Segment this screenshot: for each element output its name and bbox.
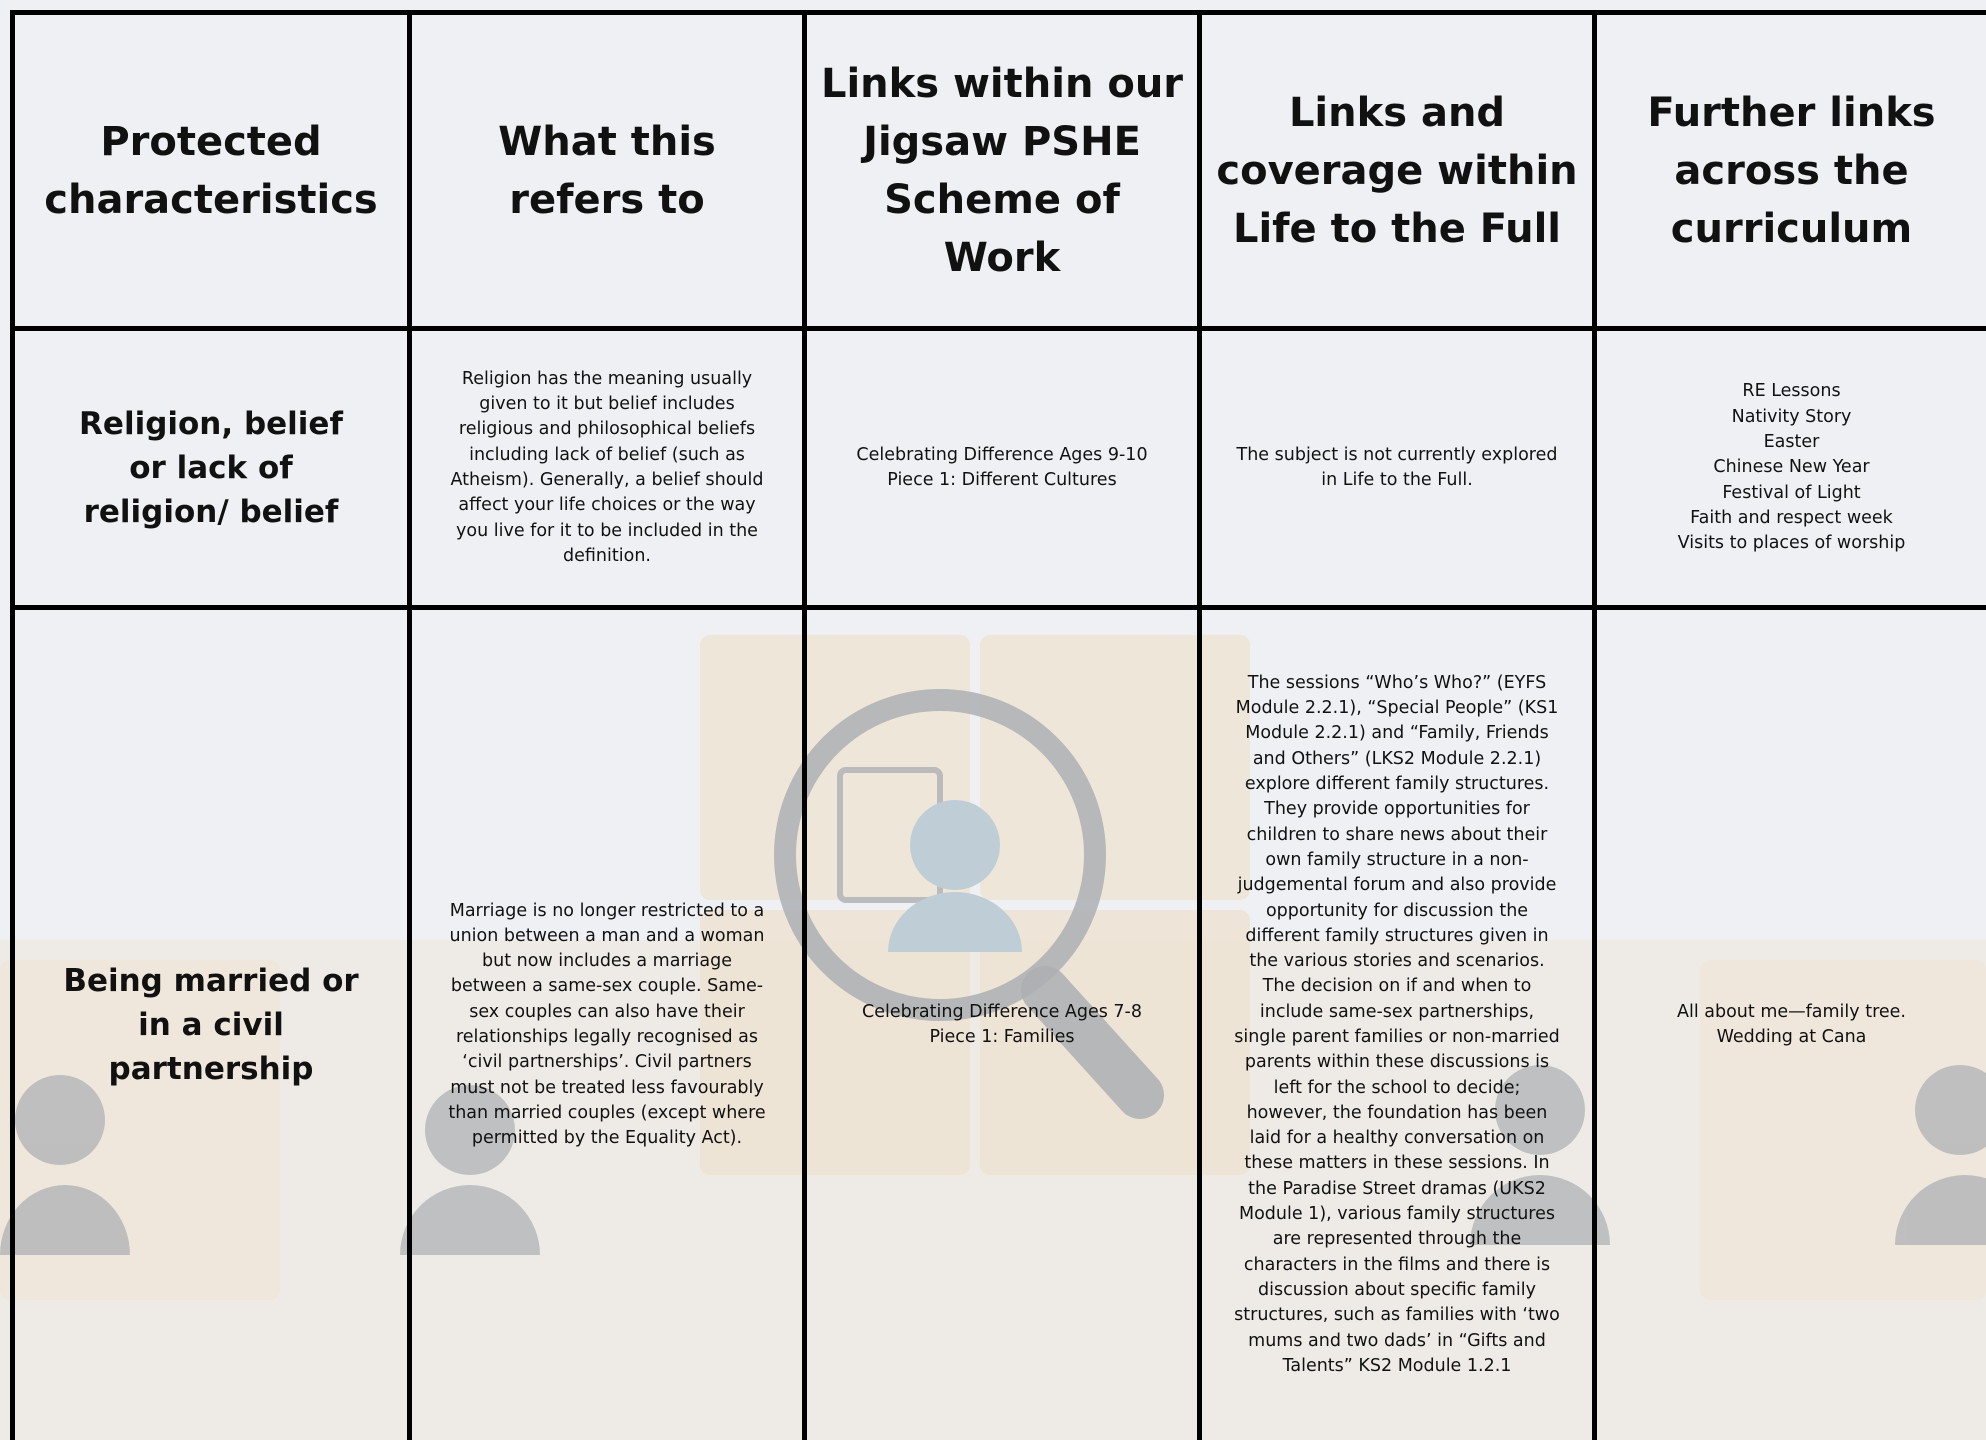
cell-text: Celebrating Difference Ages 9-10 Piece 1:… xyxy=(856,443,1147,494)
table-cell: Celebrating Difference Ages 7-8 Piece 1: … xyxy=(807,610,1197,1440)
cell-line: Visits to places of worship xyxy=(1677,533,1906,554)
grid-line xyxy=(1197,10,1202,1440)
cell-text: Being married or in a civil partnership xyxy=(63,963,359,1087)
cell-text: Links and coverage within Life to the Fu… xyxy=(1216,89,1578,252)
cell-line: RE Lessons xyxy=(1742,381,1841,402)
cell-line: Wedding at Cana xyxy=(1716,1027,1867,1047)
table-cell: The subject is not currently explored in… xyxy=(1202,331,1592,605)
row-label: Religion, belief or lack of religion/ be… xyxy=(15,331,407,605)
table-cell: All about me—family tree. Wedding at Cana xyxy=(1597,610,1986,1440)
column-header: What this refers to xyxy=(412,15,802,326)
table-cell: Religion has the meaning usually given t… xyxy=(412,331,802,605)
cell-line: Chinese New Year xyxy=(1713,457,1870,478)
table-cell: The sessions “Who’s Who?” (EYFS Module 2… xyxy=(1202,610,1592,1440)
grid-line xyxy=(10,10,15,1440)
cell-line: Festival of Light xyxy=(1722,482,1861,503)
grid-line xyxy=(407,10,412,1440)
cell-text: Marriage is no longer restricted to a un… xyxy=(448,900,766,1149)
column-header: Protected characteristics xyxy=(15,15,407,326)
cell-text: Religion has the meaning usually given t… xyxy=(450,368,764,566)
cell-text: The subject is not currently explored in… xyxy=(1236,444,1558,490)
cell-line: Celebrating Difference Ages 7-8 xyxy=(861,1001,1143,1022)
row-label: Being married or in a civil partnership xyxy=(15,610,407,1440)
cell-line: Nativity Story xyxy=(1731,406,1852,427)
cell-line: All about me—family tree. xyxy=(1677,1001,1906,1022)
cell-text: Protected characteristics xyxy=(44,118,378,223)
grid-line xyxy=(10,605,1986,610)
table-cell: RE Lessons Nativity Story Easter Chinese Ne… xyxy=(1597,331,1986,605)
cell-text: Further links across the curriculum xyxy=(1647,89,1936,252)
cell-text: Links within our Jigsaw PSHE Scheme of W… xyxy=(820,60,1184,281)
grid-line xyxy=(10,10,1986,15)
cell-text: Celebrating Difference Ages 7-8 Piece 1: … xyxy=(862,1000,1142,1051)
cell-text: The sessions “Who’s Who?” (EYFS Module 2… xyxy=(1234,672,1560,1376)
table-cell: Marriage is no longer restricted to a un… xyxy=(412,610,802,1440)
cell-line: Celebrating Difference Ages 9-10 xyxy=(856,444,1148,465)
grid-line xyxy=(802,10,807,1440)
cell-text: All about me—family tree. Wedding at Cana xyxy=(1677,1000,1906,1051)
column-header: Links and coverage within Life to the Fu… xyxy=(1202,15,1592,326)
grid-line xyxy=(1592,10,1597,1440)
cell-line: Faith and respect week xyxy=(1690,507,1893,528)
cell-line: Piece 1: Families xyxy=(929,1027,1075,1047)
table-cell: Celebrating Difference Ages 9-10 Piece 1:… xyxy=(807,331,1197,605)
cell-text: RE Lessons Nativity Story Easter Chinese Ne… xyxy=(1678,379,1906,556)
cell-text: What this refers to xyxy=(498,118,716,223)
cell-text: Religion, belief or lack of religion/ be… xyxy=(79,406,343,530)
cell-line: Easter xyxy=(1763,432,1820,453)
cell-line: Piece 1: Different Cultures xyxy=(887,470,1117,490)
grid-line xyxy=(10,326,1986,331)
column-header: Further links across the curriculum xyxy=(1597,15,1986,326)
column-header: Links within our Jigsaw PSHE Scheme of W… xyxy=(807,15,1197,326)
